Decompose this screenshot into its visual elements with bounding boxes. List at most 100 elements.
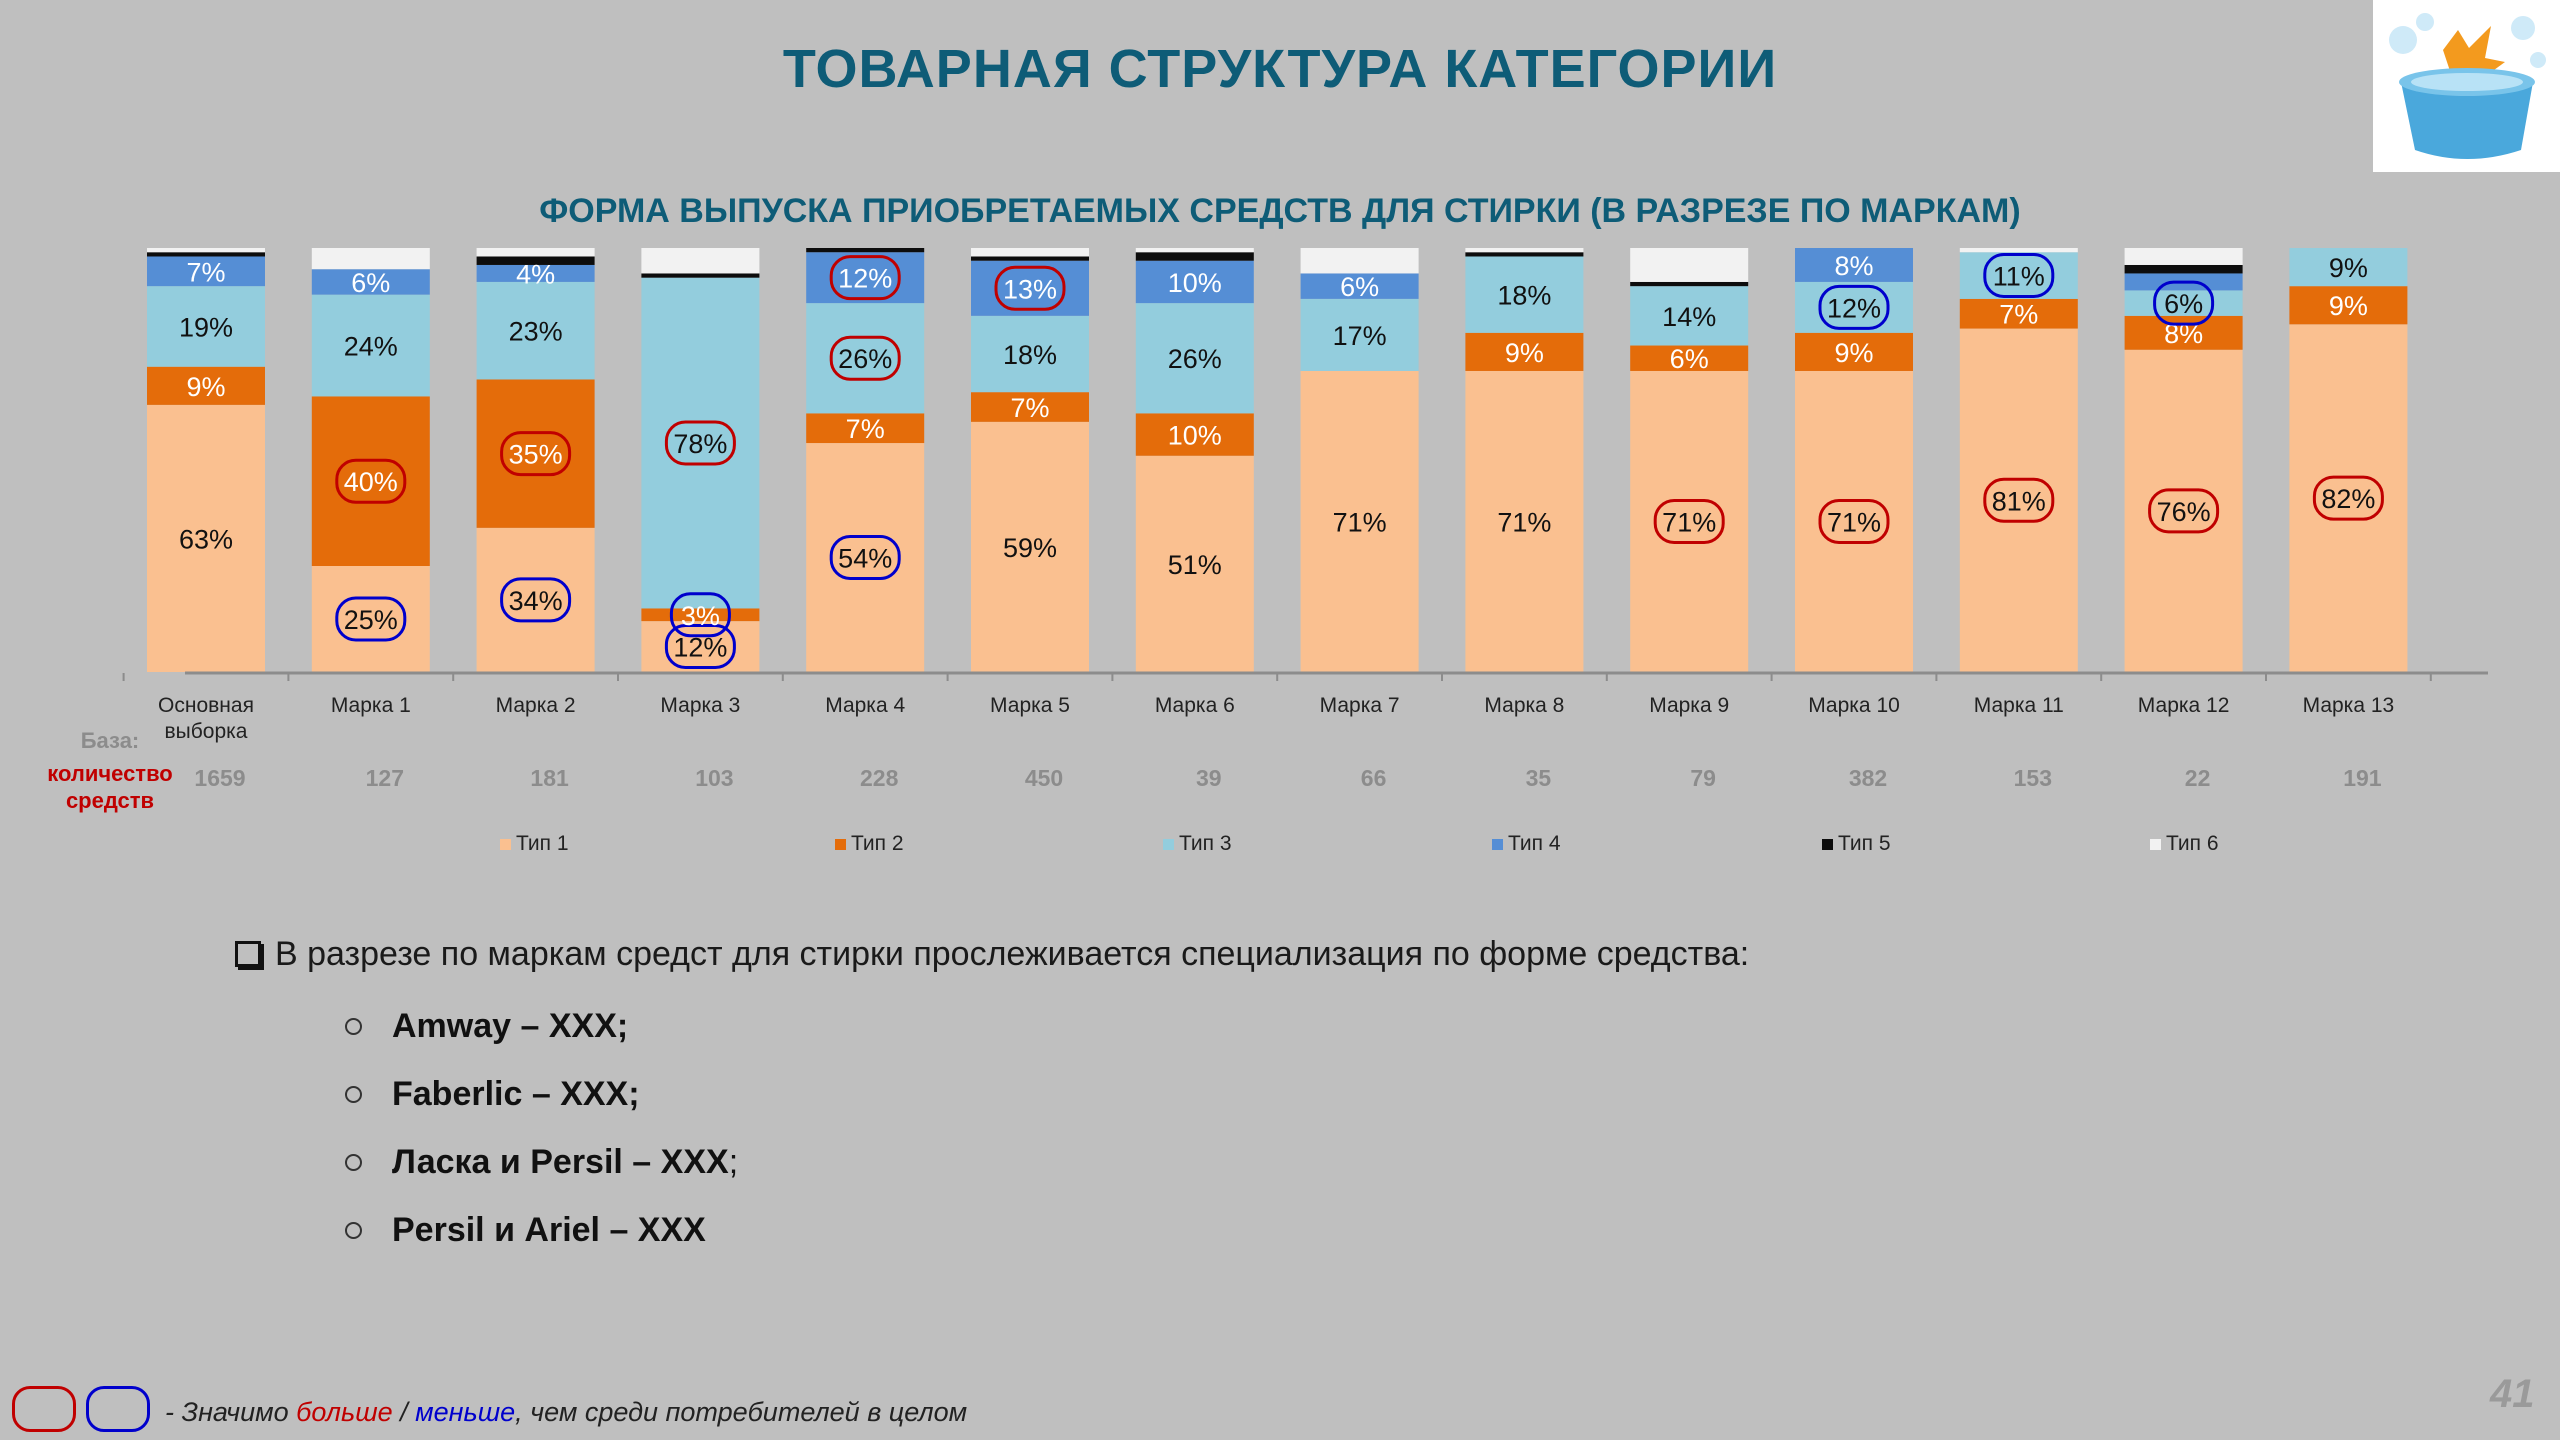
bar-segment: [311, 396, 430, 566]
higher-significance-oval: [1818, 498, 1890, 544]
bar-segment: [1135, 248, 1254, 253]
lower-significance-oval: [335, 596, 407, 642]
page-title: ТОВАРНАЯ СТРУКТУРА КАТЕГОРИИ: [782, 39, 1778, 99]
bar-segment: [2124, 248, 2243, 265]
bar-segment: [641, 277, 760, 609]
bar-segment: [476, 527, 595, 672]
bar-segment: [476, 256, 595, 265]
data-label: 10%: [1168, 421, 1222, 451]
bar-segment: [1795, 332, 1913, 371]
bar-segment: [1465, 332, 1584, 371]
legend-swatch: [1492, 839, 1503, 850]
bar-segment: [971, 315, 1089, 393]
bar-segment: [1795, 281, 1913, 333]
bar-segment: [147, 248, 265, 253]
higher-significance-oval: [829, 335, 901, 381]
data-label: 6%: [1340, 272, 1379, 302]
data-label: 13%: [1003, 274, 1057, 304]
higher-significance-oval: [2148, 488, 2220, 534]
bar-segment: [1465, 370, 1584, 672]
base-count: 191: [2343, 765, 2382, 791]
bar-segment: [147, 404, 265, 672]
bar-segment: [147, 252, 265, 257]
legend-item: Тип 3: [1163, 832, 1232, 856]
legend-label: Тип 6: [2166, 832, 2219, 855]
bar-segment: [476, 264, 595, 282]
bar-segment: [2124, 349, 2243, 672]
data-label: 18%: [1003, 340, 1057, 370]
data-label: 51%: [1168, 550, 1222, 580]
bar-segment: [1630, 345, 1749, 371]
bar-segment: [641, 621, 760, 672]
finding-item-text: Amway – XXX;: [392, 1007, 629, 1045]
checkbox-bullet-icon: [235, 941, 261, 967]
data-label: 6%: [2164, 289, 2203, 319]
bar-segment: [806, 252, 925, 304]
lower-significance-oval: [664, 624, 736, 670]
bar-segment: [311, 566, 430, 672]
bar-segment: [2289, 324, 2408, 672]
finding-item: Faberlic – XXX;: [345, 1075, 640, 1114]
finding-item: Ласка и Persil – XXX;: [345, 1143, 738, 1182]
bar-segment: [971, 248, 1089, 257]
data-label: 25%: [344, 605, 398, 635]
higher-significance-oval: [2312, 475, 2384, 521]
bar-segment: [311, 269, 430, 295]
finding-item: Persil и Ariel – XXX: [345, 1211, 706, 1250]
bar-segment: [1135, 455, 1254, 672]
finding-item: Amway – XXX;: [345, 1007, 628, 1046]
data-label: 9%: [1834, 338, 1873, 368]
bar-segment: [311, 248, 430, 270]
data-label: 24%: [344, 332, 398, 362]
data-label: 11%: [1993, 262, 2045, 292]
bar-segment: [2124, 290, 2243, 316]
base-count: 79: [1690, 765, 1716, 791]
footnote-less: меньше: [415, 1397, 516, 1427]
bar-segment: [1959, 298, 2078, 329]
legend-swatch: [500, 839, 511, 850]
category-label: Марка 5: [990, 694, 1070, 717]
bar-segment: [1300, 298, 1419, 371]
base-count: 66: [1361, 765, 1387, 791]
data-label: 9%: [2329, 253, 2368, 283]
footnote-separator: /: [392, 1397, 416, 1427]
higher-significance-oval: [1983, 477, 2055, 523]
lower-significance-oval: [1983, 253, 2055, 299]
bar-segment: [1959, 252, 2078, 299]
base-description: количество средств: [47, 761, 173, 813]
data-label: 26%: [838, 344, 892, 374]
bar-segment: [1135, 252, 1254, 261]
bar-segment: [641, 273, 760, 278]
data-label: 81%: [1992, 486, 2046, 516]
category-label: Марка 2: [496, 694, 576, 717]
data-label: 9%: [2329, 291, 2368, 321]
category-label: Марка 13: [2303, 694, 2395, 717]
bar-segment: [476, 379, 595, 528]
data-label: 8%: [1834, 251, 1873, 281]
category-label: Марка 10: [1808, 694, 1900, 717]
finding-item-text: Persil и Ariel – XXX: [392, 1211, 706, 1249]
data-label: 6%: [351, 268, 390, 298]
data-label: 71%: [1333, 507, 1387, 537]
bar-segment: [147, 366, 265, 405]
legend-item: Тип 1: [500, 832, 569, 856]
data-label: 4%: [516, 259, 555, 289]
footnote-prefix: - Значимо: [165, 1397, 297, 1427]
bar-segment: [806, 413, 925, 444]
circle-bullet-icon: [345, 1154, 362, 1171]
page-number: 41: [2490, 1372, 2535, 1416]
legend-item: Тип 6: [2150, 832, 2219, 856]
legend-swatch: [1822, 839, 1833, 850]
legend-label: Тип 3: [1179, 832, 1232, 855]
data-label: 63%: [179, 524, 233, 554]
higher-significance-oval: [335, 458, 407, 504]
bar-segment: [1465, 256, 1584, 333]
bar-segment: [971, 392, 1089, 422]
legend-label: Тип 5: [1838, 832, 1891, 855]
circle-bullet-icon: [345, 1222, 362, 1239]
bar-segment: [1959, 248, 2078, 253]
data-label: 9%: [186, 372, 225, 402]
bar-segment: [1630, 370, 1749, 672]
bar-segment: [2289, 286, 2408, 325]
category-label: Марка 4: [825, 694, 905, 717]
